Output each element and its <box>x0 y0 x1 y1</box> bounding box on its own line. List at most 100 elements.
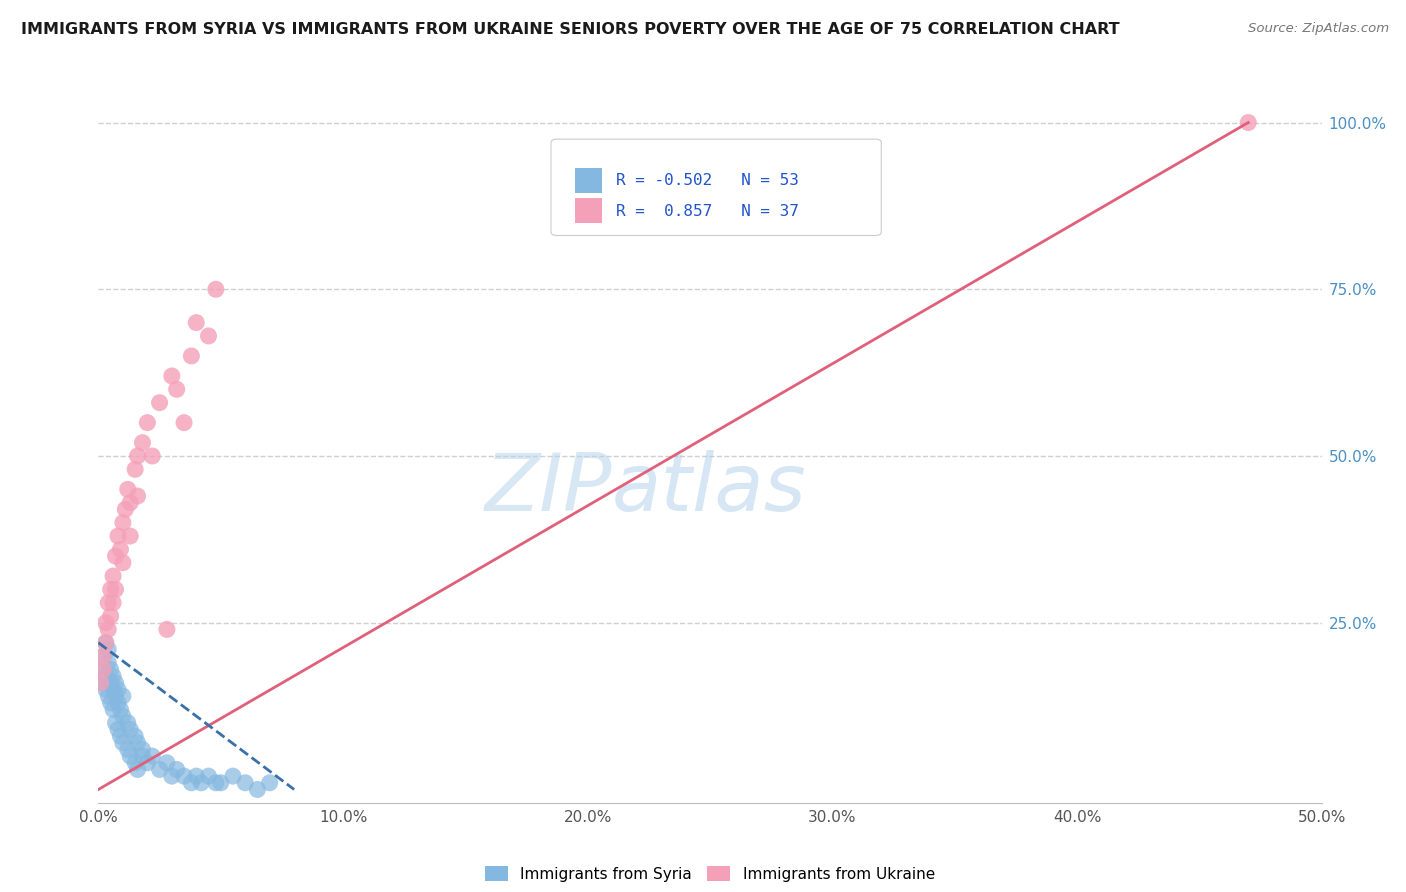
Point <box>100 662 122 676</box>
Text: ZIP: ZIP <box>485 450 612 528</box>
Point <box>100 609 122 624</box>
Point <box>160 769 183 783</box>
Point <box>101 669 124 683</box>
Point <box>94 682 117 697</box>
Text: atlas: atlas <box>612 450 807 528</box>
Text: R = -0.502   N = 53: R = -0.502 N = 53 <box>616 173 799 188</box>
Point <box>259 776 281 790</box>
Point <box>111 556 134 570</box>
Point <box>156 623 179 637</box>
Point <box>107 723 129 737</box>
Point <box>124 756 146 770</box>
Point <box>127 489 149 503</box>
Point <box>160 368 183 383</box>
Point <box>91 649 114 664</box>
Text: IMMIGRANTS FROM SYRIA VS IMMIGRANTS FROM UKRAINE SENIORS POVERTY OVER THE AGE OF: IMMIGRANTS FROM SYRIA VS IMMIGRANTS FROM… <box>21 22 1119 37</box>
Point <box>136 756 159 770</box>
Point <box>197 329 219 343</box>
Point <box>131 742 153 756</box>
Point <box>114 502 136 516</box>
Point <box>110 542 132 557</box>
Point <box>120 723 142 737</box>
Point <box>127 449 149 463</box>
Point <box>141 749 163 764</box>
Point <box>101 702 124 716</box>
Point <box>131 749 153 764</box>
Point <box>104 582 127 597</box>
Point <box>111 516 134 530</box>
Point <box>97 689 120 703</box>
Point <box>186 316 208 330</box>
Point <box>131 435 153 450</box>
Point <box>101 596 124 610</box>
Point <box>111 689 134 703</box>
Point <box>186 769 208 783</box>
Point <box>124 729 146 743</box>
Point <box>104 675 127 690</box>
Point <box>110 702 132 716</box>
Point <box>136 416 159 430</box>
Y-axis label: Seniors Poverty Over the Age of 75: Seniors Poverty Over the Age of 75 <box>0 311 7 581</box>
Point <box>100 696 122 710</box>
Point <box>233 776 256 790</box>
Legend: Immigrants from Syria, Immigrants from Ukraine: Immigrants from Syria, Immigrants from U… <box>479 860 941 888</box>
FancyBboxPatch shape <box>575 198 602 223</box>
Point <box>156 756 179 770</box>
Point <box>173 769 195 783</box>
Point <box>107 696 129 710</box>
Point <box>166 763 188 777</box>
Point <box>91 662 114 676</box>
Point <box>117 742 139 756</box>
Point <box>120 749 142 764</box>
Point <box>111 709 134 723</box>
Point <box>100 675 122 690</box>
Point <box>149 395 172 409</box>
Point <box>97 656 120 670</box>
Point <box>209 776 232 790</box>
Point <box>190 776 212 790</box>
Point <box>141 449 163 463</box>
Point <box>1237 115 1260 129</box>
Point <box>94 669 117 683</box>
Point <box>222 769 245 783</box>
Point <box>120 496 142 510</box>
FancyBboxPatch shape <box>575 168 602 193</box>
Point <box>117 715 139 730</box>
Point <box>94 615 117 630</box>
Point <box>101 682 124 697</box>
Text: Source: ZipAtlas.com: Source: ZipAtlas.com <box>1249 22 1389 36</box>
Point <box>166 382 188 396</box>
Point <box>111 736 134 750</box>
Point <box>97 596 120 610</box>
Point <box>97 623 120 637</box>
Point <box>91 649 114 664</box>
Point <box>97 642 120 657</box>
Point <box>101 569 124 583</box>
Point <box>100 582 122 597</box>
Point <box>94 636 117 650</box>
Point <box>117 483 139 497</box>
Point <box>104 689 127 703</box>
Point <box>205 776 228 790</box>
Point <box>107 682 129 697</box>
Text: R =  0.857   N = 37: R = 0.857 N = 37 <box>616 204 799 219</box>
Point <box>120 529 142 543</box>
Point <box>173 416 195 430</box>
Point <box>180 776 202 790</box>
Point <box>246 782 269 797</box>
Point <box>91 662 114 676</box>
Point <box>180 349 202 363</box>
Point <box>90 675 112 690</box>
FancyBboxPatch shape <box>551 139 882 235</box>
Point <box>90 675 112 690</box>
Point <box>124 462 146 476</box>
Point <box>197 769 219 783</box>
Point <box>104 549 127 563</box>
Point <box>104 715 127 730</box>
Point <box>205 282 228 296</box>
Point <box>94 636 117 650</box>
Point <box>149 763 172 777</box>
Point <box>110 729 132 743</box>
Point <box>107 529 129 543</box>
Point <box>127 736 149 750</box>
